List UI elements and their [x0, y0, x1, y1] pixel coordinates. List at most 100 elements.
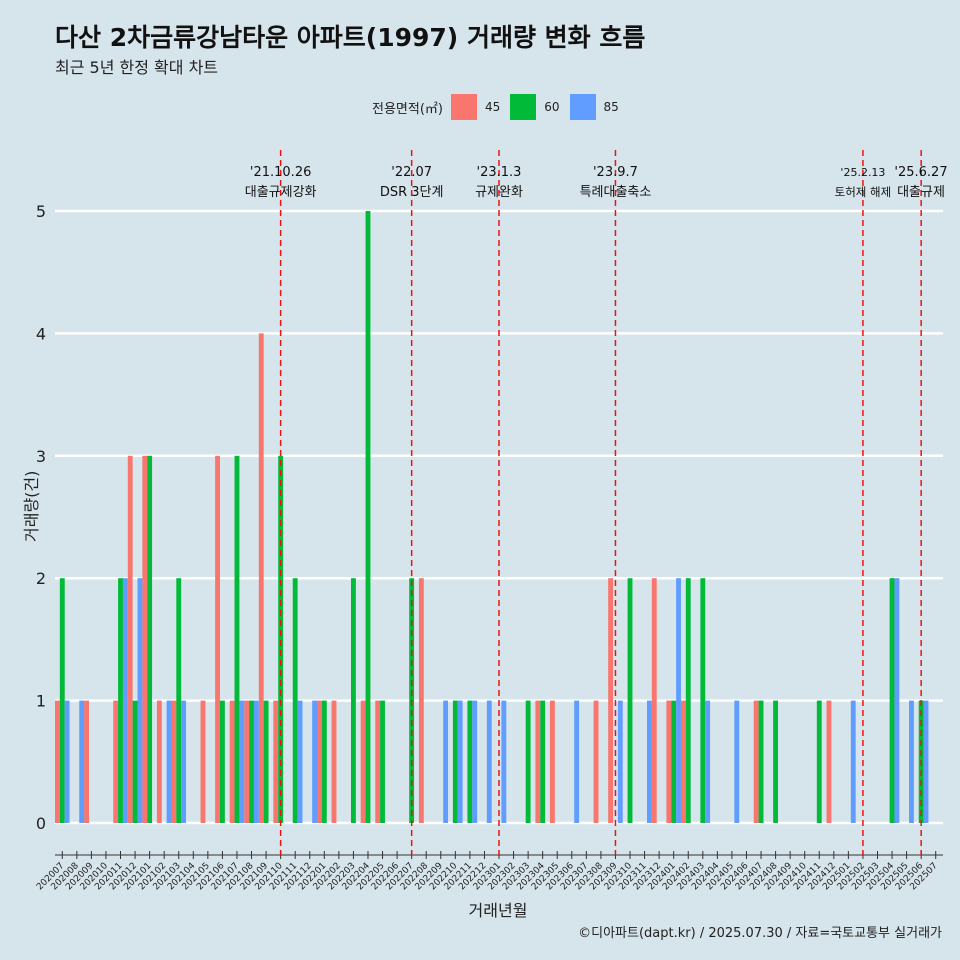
bar-45-202401: [666, 700, 672, 823]
bar-45-202105: [200, 700, 206, 823]
bar-45-202011: [113, 700, 119, 823]
event-date-202110: '21.10.26: [250, 165, 311, 180]
bar-45-202202: [331, 700, 337, 823]
bar-85-202103: [181, 700, 187, 823]
bar-45-202304: [535, 700, 541, 823]
bar-45-202107: [229, 700, 235, 823]
bar-45-202101: [142, 455, 148, 823]
bar-60-202109: [263, 700, 269, 823]
event-date-202502: '25.2.13: [840, 166, 885, 179]
bar-45-202007: [55, 700, 60, 823]
bar-45-202208: [418, 578, 424, 823]
bar-60-202210: [452, 700, 458, 823]
bar-45-202109: [258, 333, 264, 823]
source-caption: ©디아파트(dapt.kr) / 2025.07.30 / 자료=국토교통부 실…: [578, 926, 942, 941]
bar-60-202403: [700, 578, 706, 823]
bar-45-202309: [608, 578, 614, 823]
bar-45-202412: [826, 700, 832, 823]
bar-60-202107: [234, 455, 240, 823]
bar-60-202103: [176, 578, 182, 823]
bar-60-202007: [59, 578, 65, 823]
bar-45-202103: [171, 700, 177, 823]
bar-45-202102: [156, 700, 162, 823]
bar-85-202211: [472, 700, 478, 823]
bar-85-202401: [676, 578, 681, 823]
bar-85-202108: [253, 700, 259, 823]
bar-60-202402: [685, 578, 691, 823]
legend-item-45: 45: [450, 94, 504, 120]
bar-85-202212: [486, 700, 492, 823]
bar-45-202012: [127, 455, 133, 823]
bar-85-202011: [122, 578, 128, 823]
chart-title: 다산 2차금류강남타운 아파트(1997) 거래량 변화 흐름: [55, 23, 646, 52]
bar-85-202309: [617, 700, 623, 823]
event-date-202309: '23.9.7: [593, 165, 638, 180]
y-tick-label-4: 4: [36, 324, 46, 343]
bar-85-202301: [501, 700, 507, 823]
event-label-202301: 규제완화: [475, 185, 523, 200]
legend: 전용면적(㎡) 45 60 85: [372, 92, 629, 122]
bar-85-202505: [909, 700, 914, 823]
legend-label-85: 85: [603, 100, 619, 114]
event-label-202110: 대출규제강화: [245, 185, 317, 200]
event-date-202506: '25.6.27: [894, 165, 947, 180]
bar-60-202204: [365, 211, 371, 823]
legend-item-60: 60: [510, 94, 563, 120]
bar-85-202311: [647, 700, 652, 823]
y-axis-label: 거래량(건): [22, 470, 41, 542]
y-tick-label-5: 5: [36, 202, 46, 221]
event-label-202506: 대출규제: [897, 185, 945, 200]
bar-60-202303: [525, 700, 531, 823]
bar-85-202008: [79, 700, 85, 823]
x-axis-label-wrap: 거래년월: [0, 897, 960, 921]
bar-45-202108: [244, 700, 250, 823]
legend-swatch-45: [450, 94, 477, 120]
bar-60-202110: [278, 455, 284, 823]
event-label-202309: 특례대출축소: [580, 185, 652, 200]
legend-title: 전용면적(㎡): [372, 101, 443, 117]
event-label-202207: DSR 3단계: [380, 185, 444, 200]
bar-85-202209: [443, 700, 449, 823]
y-tick-label-0: 0: [36, 814, 46, 833]
legend-swatch-60: [510, 94, 537, 120]
bar-45-202305: [549, 700, 555, 823]
bar-45-202308: [593, 700, 599, 823]
bar-85-202112: [312, 700, 318, 823]
bar-60-202304: [540, 700, 546, 823]
bar-45-202009: [84, 700, 89, 823]
bar-60-202106: [219, 700, 225, 823]
bar-60-202108: [249, 700, 254, 823]
legend-swatch-85: [569, 94, 596, 120]
event-date-202301: '23.1.3: [477, 165, 522, 180]
bar-45-202402: [680, 700, 686, 823]
bar-60-202205: [380, 700, 385, 823]
event-date-202207: '22.07: [391, 165, 432, 180]
legend-item-85: 85: [569, 94, 623, 120]
bar-60-202401: [671, 700, 677, 823]
bar-85-202306: [574, 700, 580, 823]
bar-45-202110: [273, 700, 279, 823]
y-tick-label-2: 2: [36, 569, 46, 588]
bar-60-202111: [292, 578, 298, 823]
bar-60-202101: [147, 455, 153, 823]
bar-85-202403: [705, 700, 711, 823]
bar-45-202312: [651, 578, 657, 823]
bar-85-202107: [239, 700, 245, 823]
y-tick-label-1: 1: [36, 692, 46, 711]
bar-85-202504: [894, 578, 900, 823]
event-label-202502: 토허제 해제: [835, 185, 892, 199]
bar-60-202411: [816, 700, 822, 823]
x-axis-label: 거래년월: [468, 901, 528, 920]
bar-60-202211: [467, 700, 473, 823]
chart-subtitle: 최근 5년 한정 확대 차트: [55, 58, 219, 77]
bar-85-202111: [297, 700, 303, 823]
bar-60-202011: [118, 578, 123, 823]
bar-85-202506: [923, 700, 929, 823]
bar-60-202408: [773, 700, 779, 823]
bar-85-202501: [850, 700, 856, 823]
bar-60-202310: [627, 578, 633, 823]
bar-60-202504: [889, 578, 895, 823]
legend-label-60: 60: [544, 100, 560, 114]
bar-45-202106: [215, 455, 220, 823]
bar-85-202007: [64, 700, 70, 823]
